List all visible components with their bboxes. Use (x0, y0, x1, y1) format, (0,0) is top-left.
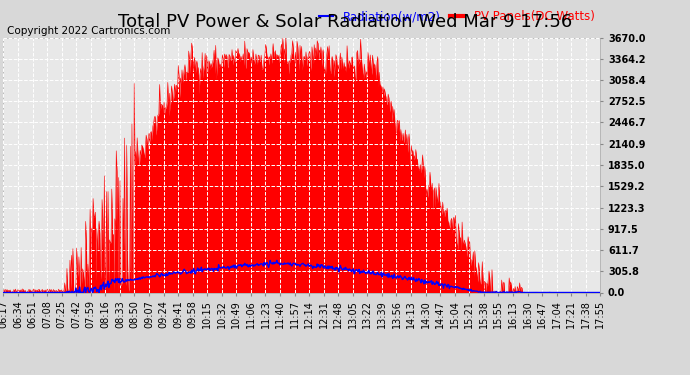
Text: Copyright 2022 Cartronics.com: Copyright 2022 Cartronics.com (7, 26, 170, 36)
Text: Total PV Power & Solar Radiation Wed Mar 9 17:56: Total PV Power & Solar Radiation Wed Mar… (118, 13, 572, 31)
Legend: Radiation(w/m2), PV Panels(DC Watts): Radiation(w/m2), PV Panels(DC Watts) (319, 10, 594, 23)
